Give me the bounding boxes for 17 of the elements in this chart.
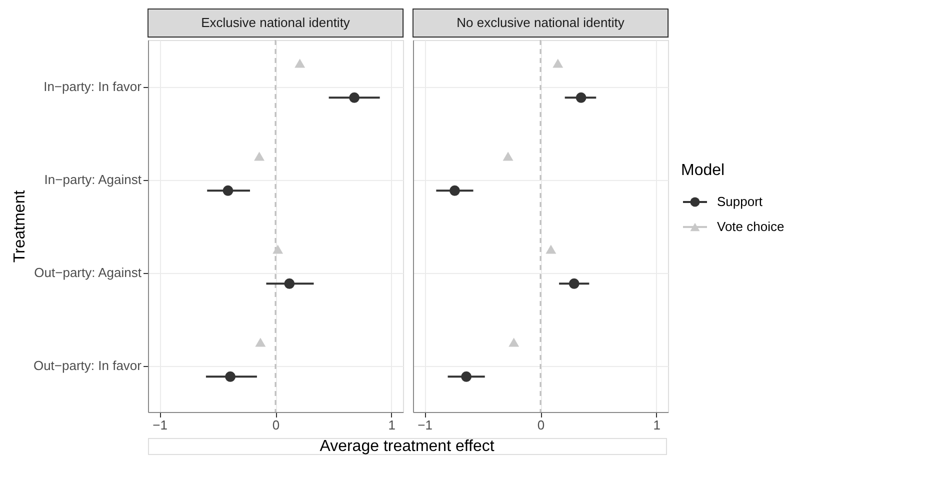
y-tick-label: Out−party: In favor xyxy=(33,358,142,373)
y-axis-title: Treatment xyxy=(11,190,28,263)
legend-label: Vote choice xyxy=(717,219,784,234)
y-tick-label: Out−party: Against xyxy=(34,265,142,280)
y-tick-label: In−party: Against xyxy=(44,172,142,187)
chart-title: Exclusive national identity xyxy=(201,15,350,30)
y-tick-label: In−party: In favor xyxy=(44,79,142,94)
legend-title: Model xyxy=(681,162,725,179)
chart-title: No exclusive national identity xyxy=(456,15,625,30)
x-tick-label: 1 xyxy=(653,418,661,432)
x-tick-label: 1 xyxy=(388,418,396,432)
x-tick-label: 0 xyxy=(272,418,280,432)
x-axis-title: Average treatment effect xyxy=(320,438,495,455)
x-tick-label: −1 xyxy=(418,418,433,432)
legend-label: Support xyxy=(717,194,763,209)
x-tick-label: 0 xyxy=(537,418,545,432)
x-tick-label: −1 xyxy=(152,418,168,432)
